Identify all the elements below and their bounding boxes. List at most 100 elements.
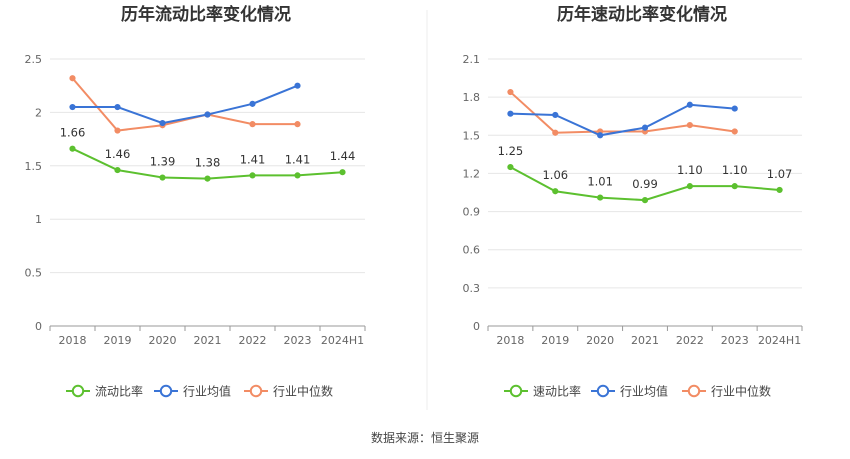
data-point-industry-average xyxy=(686,101,693,108)
y-tick-label: 1.2 xyxy=(463,167,481,180)
y-tick-label: 0.5 xyxy=(25,267,43,280)
y-tick-label: 0.3 xyxy=(463,282,481,295)
data-point-industry-average xyxy=(597,132,604,139)
legend-marker-icon xyxy=(249,384,263,398)
data-label: 1.07 xyxy=(767,167,793,181)
data-label: 1.44 xyxy=(330,149,356,163)
x-tick-label: 2021 xyxy=(194,334,222,347)
x-tick-label: 2019 xyxy=(104,334,132,347)
legend-item-industry-average: 行业均值 xyxy=(154,384,231,399)
legend-label: 流动比率 xyxy=(95,384,143,399)
data-point-primary xyxy=(339,169,346,176)
quick-ratio-chart: 历年速动比率变化情况 0 0.3 0.6 0.9 1.2 1.5 1.8 2.1 2018 2019… xyxy=(463,4,803,399)
data-label: 1.39 xyxy=(150,155,176,169)
legend-label: 行业中位数 xyxy=(711,384,771,399)
data-label: 0.99 xyxy=(632,177,658,191)
y-tick-label: 2.1 xyxy=(463,53,481,66)
x-tick-label: 2018 xyxy=(59,334,87,347)
data-label: 1.41 xyxy=(240,152,266,166)
data-point-primary xyxy=(204,175,211,182)
legend-marker-icon xyxy=(159,384,173,398)
y-tick-label: 2.5 xyxy=(25,53,43,66)
x-tick-label: 2020 xyxy=(149,334,177,347)
current-ratio-chart: 历年流动比率变化情况 0 0.5 1 1.5 2 2.5 2018 2019 2020 2021 20… xyxy=(25,4,366,399)
x-tick-label: 2022 xyxy=(676,334,704,347)
data-point-industry-median xyxy=(731,128,738,135)
data-point-primary xyxy=(731,183,738,190)
data-label: 1.38 xyxy=(195,156,221,170)
data-point-primary xyxy=(686,183,693,190)
data-point-industry-median xyxy=(69,75,76,82)
x-tick-label: 2019 xyxy=(541,334,569,347)
series-line-industry-median xyxy=(71,77,298,132)
data-point-industry-average xyxy=(114,103,121,111)
data-point-industry-average xyxy=(204,111,211,118)
y-tick-label: 1 xyxy=(35,213,42,226)
legend-item-primary: 速动比率 xyxy=(504,384,581,399)
x-tick-label: 2024H1 xyxy=(321,334,364,347)
series-line-industry-average xyxy=(72,84,298,125)
series-line-industry-average xyxy=(510,103,735,137)
data-point-primary xyxy=(114,166,121,174)
chart-title: 历年流动比率变化情况 xyxy=(121,4,291,25)
y-tick-label: 0.9 xyxy=(463,206,481,219)
series-line-industry-median xyxy=(509,91,735,134)
legend-item-industry-median: 行业中位数 xyxy=(682,384,771,399)
y-tick-label: 0.6 xyxy=(463,244,481,257)
data-label: 1.66 xyxy=(60,126,86,140)
chart-title: 历年速动比率变化情况 xyxy=(557,4,727,25)
legend-marker-icon xyxy=(596,384,610,398)
data-point-industry-median xyxy=(294,121,301,128)
data-point-primary xyxy=(159,174,166,181)
data-label: 1.06 xyxy=(542,168,568,182)
legend-item-industry-median: 行业中位数 xyxy=(244,384,333,399)
data-point-primary xyxy=(294,172,301,179)
data-point-primary xyxy=(776,186,783,194)
x-tick-label: 2023 xyxy=(284,334,312,347)
data-point-industry-average xyxy=(159,119,166,127)
data-point-industry-median xyxy=(686,122,693,129)
x-tick-label: 2018 xyxy=(496,334,524,347)
data-point-primary xyxy=(552,188,559,195)
data-label: 1.46 xyxy=(105,147,131,161)
y-tick-label: 1.5 xyxy=(463,129,481,142)
legend-label: 速动比率 xyxy=(533,384,581,399)
legend-marker-icon xyxy=(509,384,523,398)
data-label: 1.01 xyxy=(587,175,613,189)
y-tick-label: 1.8 xyxy=(463,91,481,104)
data-point-industry-median xyxy=(552,129,559,136)
data-point-primary xyxy=(249,172,256,179)
x-tick-label: 2021 xyxy=(631,334,659,347)
data-point-industry-average xyxy=(249,100,256,107)
legend-item-primary: 流动比率 xyxy=(66,384,143,399)
y-tick-label: 0 xyxy=(35,320,42,333)
data-point-primary xyxy=(641,197,649,204)
x-tick-label: 2020 xyxy=(586,334,614,347)
data-point-industry-median xyxy=(249,121,256,128)
data-label: 1.41 xyxy=(285,152,311,166)
legend-label: 行业均值 xyxy=(183,384,231,399)
x-tick-label: 2022 xyxy=(239,334,267,347)
data-point-industry-median xyxy=(114,127,121,134)
y-tick-label: 0 xyxy=(473,320,480,333)
data-point-primary xyxy=(597,194,604,201)
y-tick-label: 2 xyxy=(35,106,42,119)
data-point-industry-average xyxy=(731,105,738,112)
data-source-note: 数据来源：恒生聚源 xyxy=(371,430,479,445)
data-label: 1.25 xyxy=(498,144,524,158)
legend-marker-icon xyxy=(71,384,85,398)
legend-item-industry-average: 行业均值 xyxy=(591,384,668,399)
data-point-industry-average xyxy=(507,110,514,117)
data-point-industry-average xyxy=(294,82,301,89)
data-label: 1.10 xyxy=(722,163,748,177)
data-point-primary xyxy=(69,145,76,152)
y-tick-label: 1.5 xyxy=(25,160,43,173)
x-tick-label: 2024H1 xyxy=(758,334,801,347)
data-point-industry-average xyxy=(641,124,649,131)
x-tick-label: 2023 xyxy=(721,334,749,347)
data-point-primary xyxy=(507,163,514,171)
data-point-industry-average xyxy=(552,111,559,119)
legend-label: 行业均值 xyxy=(620,384,668,399)
legend-marker-icon xyxy=(687,384,701,398)
